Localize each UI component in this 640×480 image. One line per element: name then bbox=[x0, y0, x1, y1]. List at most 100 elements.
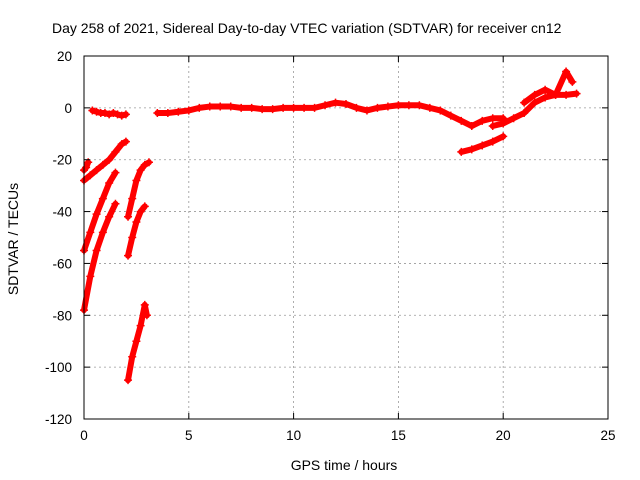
data-point bbox=[541, 93, 550, 102]
data-point bbox=[321, 101, 330, 110]
data-point bbox=[478, 141, 487, 150]
data-point bbox=[105, 110, 114, 119]
data-point bbox=[457, 116, 466, 125]
data-point bbox=[111, 199, 120, 208]
data-point bbox=[136, 166, 145, 175]
data-point bbox=[551, 90, 560, 99]
data-point bbox=[436, 106, 445, 115]
data-point bbox=[457, 147, 466, 156]
data-point bbox=[226, 102, 235, 111]
data-point bbox=[342, 99, 350, 108]
data-point bbox=[300, 103, 309, 112]
series-trace bbox=[154, 99, 507, 130]
data-point bbox=[568, 77, 577, 86]
x-tick-label: 5 bbox=[185, 428, 193, 443]
series-early-arc-1 bbox=[80, 137, 130, 185]
data-point bbox=[572, 89, 581, 98]
data-point bbox=[124, 251, 133, 260]
data-points bbox=[80, 67, 581, 385]
series-early-arc-2 bbox=[80, 168, 120, 255]
data-point bbox=[86, 171, 95, 180]
data-point bbox=[144, 158, 153, 167]
data-point bbox=[216, 102, 225, 111]
data-point bbox=[98, 160, 107, 169]
data-point bbox=[205, 102, 214, 111]
data-point bbox=[562, 67, 571, 76]
data-point bbox=[530, 98, 539, 107]
data-point bbox=[140, 300, 149, 309]
data-point bbox=[109, 109, 118, 118]
data-point bbox=[136, 207, 145, 216]
x-tick-label: 25 bbox=[600, 428, 615, 443]
x-tick-label: 10 bbox=[286, 428, 301, 443]
data-point bbox=[352, 103, 361, 112]
data-point bbox=[142, 311, 151, 320]
data-point bbox=[446, 111, 455, 120]
series-trace bbox=[81, 200, 119, 314]
y-tick-label: -20 bbox=[52, 153, 72, 168]
data-point bbox=[117, 111, 126, 120]
x-axis-label: GPS time / hours bbox=[291, 457, 398, 473]
data-point bbox=[279, 103, 288, 112]
data-point bbox=[562, 90, 571, 99]
data-point bbox=[140, 160, 149, 169]
data-point bbox=[98, 228, 107, 237]
plot-frame bbox=[83, 55, 609, 420]
data-point bbox=[128, 352, 137, 361]
data-point bbox=[425, 103, 434, 112]
data-point bbox=[105, 155, 114, 164]
data-point bbox=[132, 217, 141, 226]
y-tick-label: -60 bbox=[52, 256, 72, 271]
data-point bbox=[174, 107, 183, 116]
data-point bbox=[140, 202, 149, 211]
data-point bbox=[184, 106, 193, 115]
data-point bbox=[247, 103, 256, 112]
x-tick-label: 15 bbox=[391, 428, 406, 443]
data-point bbox=[520, 109, 529, 118]
data-point bbox=[362, 106, 371, 115]
data-point bbox=[404, 101, 413, 110]
data-point bbox=[467, 122, 476, 131]
data-point bbox=[128, 194, 137, 203]
y-tick-label: 20 bbox=[57, 49, 72, 64]
data-point bbox=[113, 110, 122, 119]
data-point bbox=[394, 101, 403, 110]
data-point bbox=[111, 168, 120, 177]
data-point bbox=[128, 233, 137, 242]
series-trace bbox=[81, 138, 129, 184]
data-point bbox=[124, 212, 133, 221]
series-late-upper bbox=[520, 67, 577, 107]
series-early-arc-3 bbox=[80, 199, 120, 315]
data-point bbox=[488, 122, 497, 131]
data-point bbox=[105, 212, 114, 221]
data-point bbox=[478, 116, 487, 125]
series-dip-18h bbox=[457, 132, 508, 156]
data-point bbox=[92, 166, 101, 175]
data-point bbox=[331, 98, 340, 107]
data-point bbox=[488, 114, 497, 123]
data-point bbox=[117, 140, 126, 149]
data-point bbox=[124, 376, 133, 385]
axis-ticks: 0 5 10 15 20 25 -120 -100 -80 -60 -40 -20 0 20 bbox=[45, 49, 616, 443]
x-tick-label: 20 bbox=[496, 428, 511, 443]
data-point bbox=[499, 119, 508, 128]
data-point bbox=[92, 210, 101, 219]
y-tick-label: -100 bbox=[45, 360, 72, 375]
data-point bbox=[310, 103, 319, 112]
series-arc-2h-deep bbox=[124, 202, 149, 260]
data-point bbox=[100, 109, 109, 118]
data-point bbox=[258, 105, 267, 114]
data-point bbox=[509, 114, 518, 123]
series-trace bbox=[81, 169, 119, 254]
data-point bbox=[541, 85, 550, 94]
data-point bbox=[132, 176, 141, 185]
series-arc-2h bbox=[124, 158, 153, 221]
y-tick-label: -40 bbox=[52, 205, 72, 220]
data-point bbox=[488, 137, 497, 146]
data-point bbox=[86, 228, 95, 237]
data-point bbox=[105, 179, 114, 188]
data-point bbox=[163, 109, 172, 118]
y-axis-label: SDTVAR / TECUs bbox=[5, 183, 21, 295]
y-tick-label: -120 bbox=[45, 412, 72, 427]
